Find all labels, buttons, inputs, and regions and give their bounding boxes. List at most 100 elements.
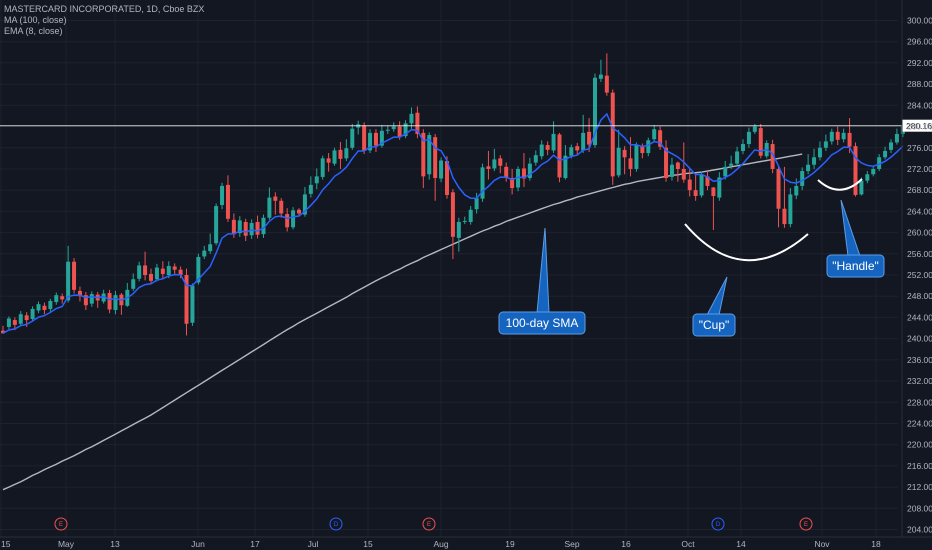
candle-body xyxy=(237,220,242,234)
candle-body xyxy=(468,209,473,222)
candle-body xyxy=(705,176,710,186)
candle xyxy=(646,137,651,157)
candle-body xyxy=(149,273,153,281)
candle-body xyxy=(261,217,266,235)
ema-legend: EMA (8, close) xyxy=(4,26,63,36)
candle-body xyxy=(362,125,367,151)
candle xyxy=(160,261,165,280)
candle-body xyxy=(427,135,432,175)
event-label: D xyxy=(716,522,721,528)
candle xyxy=(652,124,657,143)
candle xyxy=(273,192,278,215)
candle-body xyxy=(823,141,828,148)
candle xyxy=(202,245,207,260)
candle xyxy=(450,189,455,260)
candle-body xyxy=(12,320,17,325)
candle-body xyxy=(788,194,793,225)
candle-body xyxy=(758,128,763,156)
time-tick-label: 15 xyxy=(363,539,373,549)
candle-body xyxy=(332,150,337,164)
candle-body xyxy=(871,168,876,175)
candle-body xyxy=(379,130,384,146)
candle-body xyxy=(640,145,645,154)
candle xyxy=(149,268,153,285)
candle xyxy=(575,142,580,156)
candle-body xyxy=(593,77,597,146)
price-tick-label: 224.00 xyxy=(907,418,932,428)
event-label: D xyxy=(334,522,339,528)
price-tick-label: 244.00 xyxy=(907,312,932,322)
candle xyxy=(77,286,82,302)
candle-body xyxy=(326,158,331,163)
candle xyxy=(593,73,597,148)
candle-body xyxy=(622,149,627,158)
candle-body xyxy=(113,295,118,310)
candle-body xyxy=(456,221,461,238)
candle-body xyxy=(669,164,674,177)
candle xyxy=(829,128,834,145)
candle xyxy=(669,157,674,181)
candle xyxy=(853,142,858,197)
candle xyxy=(60,293,65,304)
candle-body xyxy=(794,185,799,196)
candle-body xyxy=(89,294,94,304)
candle-body xyxy=(563,155,568,178)
candle xyxy=(462,216,467,225)
price-axis: 300.00 296.00 292.00 288.00 284.00 280.00 276.… xyxy=(901,0,932,537)
candle-body xyxy=(320,158,325,177)
candle-body xyxy=(302,194,307,215)
candle-body xyxy=(634,144,639,169)
price-tick-label: 248.00 xyxy=(907,291,932,301)
candle xyxy=(474,192,479,214)
candle-body xyxy=(415,112,420,134)
handle-callout-text: "Handle" xyxy=(832,259,879,273)
candle-body xyxy=(18,314,23,324)
candle-body xyxy=(711,187,716,196)
time-tick-label: 14 xyxy=(736,539,746,549)
candle-body xyxy=(687,179,692,191)
candle-body xyxy=(616,147,621,176)
candle xyxy=(107,289,112,314)
candle-body xyxy=(894,133,899,143)
price-tick-label: 220.00 xyxy=(907,440,932,450)
candle xyxy=(190,283,195,326)
candle-body xyxy=(492,159,497,169)
time-tick-label: 13 xyxy=(110,539,120,549)
event-label: E xyxy=(804,522,808,528)
candle-body xyxy=(42,305,47,310)
candle xyxy=(806,154,811,175)
candle xyxy=(675,161,680,182)
candle-body xyxy=(847,132,852,147)
candle xyxy=(154,263,159,282)
candle-body xyxy=(835,131,840,140)
event-label: E xyxy=(59,522,63,528)
candle xyxy=(788,188,793,228)
candle-body xyxy=(723,166,728,177)
candle xyxy=(693,173,698,201)
cup-callout-text: "Cup" xyxy=(699,318,730,332)
candle xyxy=(208,233,213,254)
candle-body xyxy=(243,221,248,236)
time-tick-label: 19 xyxy=(505,539,515,549)
candle-body xyxy=(409,113,414,124)
candle xyxy=(36,301,41,314)
candle-body xyxy=(54,295,59,303)
candle-body xyxy=(841,132,846,140)
cup-arc xyxy=(684,223,809,262)
candle xyxy=(338,141,343,169)
candle-body xyxy=(498,158,503,166)
candle-body xyxy=(829,131,834,142)
candle-body xyxy=(782,208,787,225)
candle-body xyxy=(291,210,296,228)
candle-body xyxy=(800,171,805,186)
candle-body xyxy=(806,164,811,172)
candle xyxy=(581,114,586,154)
price-tick-label: 252.00 xyxy=(907,270,932,280)
time-tick-label: Jun xyxy=(191,539,205,549)
candle xyxy=(664,140,669,182)
candle-body xyxy=(853,146,858,195)
candle-body xyxy=(1,330,5,334)
candle-body xyxy=(610,92,615,177)
candle-body xyxy=(143,265,148,275)
